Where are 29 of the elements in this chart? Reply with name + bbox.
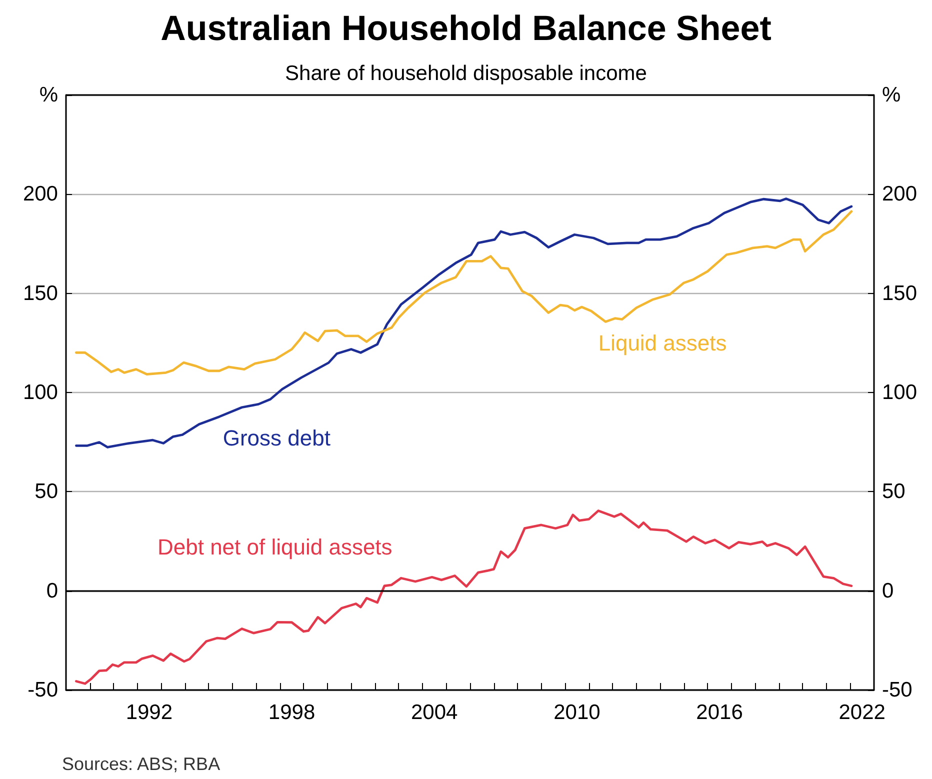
y2-tick-label: 50 [882, 480, 906, 504]
y-tick-label: 50 [34, 480, 58, 504]
series-label: Gross debt [222, 426, 330, 451]
line-series [75, 210, 853, 376]
y-tick-label: 100 [22, 381, 58, 404]
y2-tick-label: % [882, 84, 901, 106]
series-label: Debt net of liquid assets [157, 534, 392, 560]
y-tick-label: % [39, 84, 58, 106]
x-tick-label: 2004 [410, 701, 458, 724]
y2-tick-label: 150 [882, 282, 918, 305]
chart-title: Australian Household Balance Sheet [160, 9, 772, 48]
y-tick-label: -50 [28, 678, 58, 702]
y-tick-label: 150 [22, 282, 58, 305]
x-tick-label: 2022 [838, 701, 886, 724]
y-tick-label: 0 [46, 579, 58, 602]
x-tick-label: 2010 [554, 701, 600, 724]
line-series [75, 198, 853, 448]
x-tick-label: 1998 [268, 701, 316, 724]
x-tick-label: 2016 [696, 701, 743, 724]
series-label: Liquid assets [598, 330, 727, 356]
x-tick-label: 1992 [126, 701, 173, 724]
y2-tick-label: 100 [882, 381, 918, 404]
chart-subtitle: Share of household disposable income [285, 62, 647, 85]
source-note: Sources: ABS; RBA [62, 754, 220, 774]
y2-tick-label: 200 [882, 182, 918, 206]
y2-tick-label: -50 [882, 678, 912, 702]
y-tick-label: 200 [22, 182, 58, 206]
line-series [75, 510, 853, 685]
y2-tick-label: 0 [882, 579, 894, 602]
